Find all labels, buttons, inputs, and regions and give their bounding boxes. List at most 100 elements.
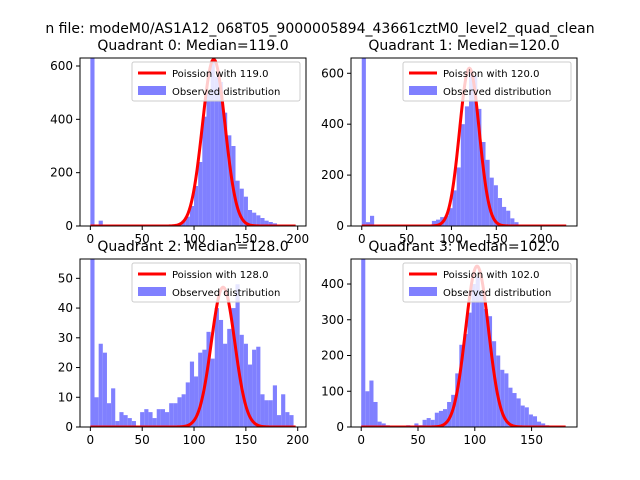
histogram-bar [198, 352, 203, 427]
histogram-bar [268, 222, 273, 226]
y-tick-label: 0 [336, 420, 344, 434]
histogram-bar [510, 218, 515, 226]
legend-entry-observed: Observed distribution [172, 288, 280, 299]
x-tick-label: 50 [135, 433, 150, 447]
histogram-bar [489, 177, 494, 226]
axes-frame [350, 57, 578, 227]
histogram-bar [434, 412, 439, 427]
y-tick-label: 10 [58, 390, 73, 404]
y-tick-label: 0 [65, 219, 73, 233]
histogram-bar [361, 259, 366, 427]
histogram-bar [256, 215, 261, 226]
histogram-bar [483, 309, 488, 427]
histogram-bar [448, 208, 453, 226]
x-tick-label: 50 [399, 232, 414, 246]
histogram-bar [243, 343, 248, 427]
histogram-bar [94, 397, 99, 427]
tick-labels: 0 50 100 150 200 0 200 400 600 [50, 59, 309, 246]
histogram-bar [463, 334, 468, 427]
histogram-bar [370, 215, 375, 226]
histogram-bar [369, 380, 374, 427]
histogram-bar [430, 419, 435, 427]
histogram-bar [223, 112, 228, 226]
histogram-bar [260, 394, 265, 427]
histogram-bar [444, 215, 449, 226]
histogram-bar [365, 391, 370, 427]
legend-entry-observed: Observed distribution [172, 87, 280, 98]
histogram-bar [214, 76, 219, 226]
histogram-bar [218, 82, 224, 226]
histogram-bar [268, 400, 273, 427]
histogram-bar [506, 210, 511, 226]
x-tick-label: 100 [440, 232, 463, 246]
poisson-curve-line [89, 285, 297, 427]
poisson-curve [360, 264, 567, 427]
subplot-title: Quadrant 2: Median=128.0 [97, 239, 288, 255]
histogram-bar [524, 407, 529, 427]
y-tick-label: 400 [50, 112, 73, 126]
histogram-bar [520, 405, 525, 427]
histogram-bar [414, 423, 419, 427]
histogram-bar [218, 319, 224, 427]
y-tick-label: 400 [321, 117, 344, 131]
legend: Poission with 120.0 Observed distributio… [402, 61, 572, 102]
x-tick-label: 0 [87, 232, 95, 246]
histogram-bar [487, 316, 493, 427]
y-tick-label: 200 [321, 349, 344, 363]
y-tick-label: 300 [321, 313, 344, 327]
axes-spine [79, 57, 307, 227]
legend-entry-poisson: Poission with 120.0 [443, 69, 539, 80]
legend-patch-swatch [138, 86, 166, 95]
x-tick-label: 0 [87, 433, 95, 447]
histogram-bar [131, 421, 136, 427]
x-tick-label: 150 [234, 232, 257, 246]
histogram-bar [289, 415, 294, 427]
histogram-bar [260, 218, 265, 226]
axes-spine [79, 258, 307, 428]
histogram-bar [281, 394, 286, 427]
histogram-bar [123, 415, 128, 427]
histogram-bar [177, 397, 182, 427]
histogram-bar [479, 291, 484, 427]
histogram-bar [115, 421, 120, 427]
x-tick-label: 150 [485, 232, 508, 246]
histogram-bar [102, 352, 107, 427]
histogram-bar [98, 220, 103, 226]
histogram-bar [247, 364, 253, 427]
histogram-bar [460, 124, 465, 226]
y-tick-label: 20 [58, 361, 73, 375]
histogram-bar [473, 75, 478, 226]
histogram-bar [90, 259, 95, 427]
poisson-curve [89, 285, 297, 427]
histogram-bar [431, 220, 437, 226]
legend-entry-observed: Observed distribution [443, 288, 551, 299]
legend-entry-observed: Observed distribution [443, 87, 551, 98]
histogram-bar [481, 142, 486, 226]
histogram-bar [426, 418, 431, 427]
histogram-bar [422, 419, 427, 427]
histogram-bar [189, 361, 195, 427]
histogram-bar [502, 206, 507, 226]
histogram-bar [119, 412, 124, 427]
histogram-bar [206, 331, 211, 427]
y-tick-label: 100 [321, 384, 344, 398]
histogram-bar [459, 344, 464, 427]
histogram-bar [185, 216, 190, 226]
histogram-bar [532, 416, 538, 427]
y-tick-label: 0 [65, 420, 73, 434]
legend-patch-swatch [409, 86, 437, 95]
histogram-bar [214, 308, 219, 427]
legend: Poission with 119.0 Observed distributio… [131, 61, 301, 102]
x-tick-label: 150 [520, 433, 543, 447]
histogram-bar [442, 409, 448, 427]
histogram-bar [194, 376, 199, 427]
histogram-bar [528, 414, 533, 427]
histogram-bar [106, 403, 112, 427]
histogram-bar [512, 393, 517, 427]
histogram-bar [504, 373, 509, 427]
x-tick-label: 0 [358, 232, 366, 246]
histogram-bar [181, 220, 186, 226]
histogram-bar [464, 106, 470, 226]
histogram-bar [514, 222, 519, 226]
histogram-bar [210, 60, 215, 226]
